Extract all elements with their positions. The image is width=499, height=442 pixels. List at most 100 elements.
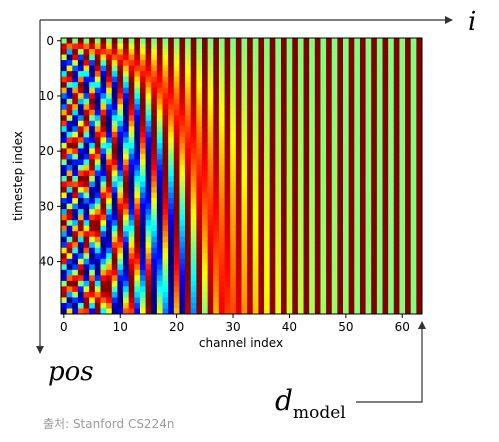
heatmap-cell [168,159,174,165]
heatmap-cell [100,93,106,99]
heatmap-cell [394,44,400,50]
heatmap-cell [151,187,157,193]
heatmap-cell [84,198,90,204]
heatmap-cell [185,264,191,270]
heatmap-cell [134,286,140,292]
heatmap-cell [89,303,95,309]
heatmap-cell [196,170,202,176]
heatmap-cell [174,270,180,276]
heatmap-cell [343,281,349,287]
heatmap-cell [343,176,349,182]
heatmap-cell [320,132,326,138]
heatmap-cell [95,209,101,215]
heatmap-cell [191,170,197,176]
heatmap-cell [383,104,389,110]
heatmap-cell [236,148,242,154]
heatmap-cell [151,270,157,276]
heatmap-cell [326,182,332,188]
heatmap-cell [332,49,338,55]
heatmap-cell [134,71,140,77]
heatmap-cell [106,88,112,94]
heatmap-cell [247,281,253,287]
heatmap-cell [61,231,67,237]
heatmap-cell [281,82,287,88]
heatmap-cell [134,148,140,154]
heatmap-cell [202,115,208,121]
heatmap-cell [281,71,287,77]
heatmap-cell [179,121,185,127]
heatmap-cell [281,110,287,116]
heatmap-cell [394,115,400,121]
heatmap-cell [349,270,355,276]
heatmap-cell [225,44,231,50]
heatmap-cell [117,281,123,287]
heatmap-cell [377,187,383,193]
heatmap-cell [191,44,197,50]
heatmap-cell [337,204,343,210]
heatmap-cell [287,99,293,105]
heatmap-cell [292,193,298,199]
heatmap-cell [399,182,405,188]
heatmap-cell [399,77,405,83]
heatmap-cell [151,264,157,270]
heatmap-cell [179,99,185,105]
heatmap-cell [383,242,389,248]
heatmap-cell [332,99,338,105]
heatmap-cell [377,132,383,138]
heatmap-cell [298,165,304,171]
heatmap-cell [196,60,202,66]
heatmap-cell [360,275,366,281]
heatmap-cell [343,170,349,176]
heatmap-cell [123,77,129,83]
heatmap-cell [360,88,366,94]
heatmap-cell [163,303,169,309]
heatmap-cell [61,71,67,77]
heatmap-cell [270,281,276,287]
heatmap-cell [258,270,264,276]
heatmap-cell [292,115,298,121]
heatmap-cell [78,193,84,199]
heatmap-cell [315,220,321,226]
heatmap-cell [332,231,338,237]
heatmap-cell [405,104,411,110]
heatmap-cell [281,264,287,270]
heatmap-cell [151,148,157,154]
heatmap-cell [416,104,422,110]
heatmap-cell [151,253,157,259]
heatmap-cell [219,38,225,44]
heatmap-cell [129,220,135,226]
heatmap-cell [377,182,383,188]
heatmap-cell [416,165,422,171]
heatmap-cell [360,38,366,44]
heatmap-cell [292,264,298,270]
heatmap-cell [399,38,405,44]
heatmap-cell [191,154,197,160]
heatmap-cell [309,38,315,44]
heatmap-cell [196,303,202,309]
heatmap-cell [383,55,389,61]
heatmap-cell [236,182,242,188]
heatmap-cell [337,115,343,121]
heatmap-cell [309,297,315,303]
heatmap-cell [213,88,219,94]
heatmap-cell [129,126,135,132]
heatmap-cell [146,237,152,243]
heatmap-cell [72,55,78,61]
heatmap-cell [371,231,377,237]
heatmap-cell [185,66,191,72]
heatmap-cell [67,38,73,44]
heatmap-cell [168,88,174,94]
heatmap-cell [315,143,321,149]
heatmap-cell [78,220,84,226]
heatmap-cell [411,220,417,226]
heatmap-cell [230,60,236,66]
heatmap-cell [196,242,202,248]
heatmap-cell [399,99,405,105]
heatmap-cell [343,237,349,243]
heatmap-cell [242,292,248,298]
heatmap-cell [416,159,422,165]
heatmap-cell [123,88,129,94]
heatmap-cell [100,209,106,215]
heatmap-cell [112,82,118,88]
heatmap-cell [196,115,202,121]
